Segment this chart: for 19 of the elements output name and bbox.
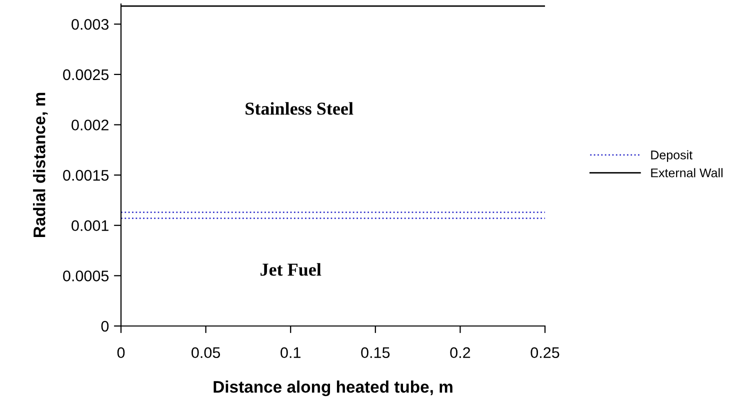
x-tick-label: 0.25 <box>530 347 560 358</box>
x-tick-label: 0.15 <box>361 347 390 358</box>
y-tick-label: 0.0025 <box>63 69 109 80</box>
y-tick-label: 0.001 <box>72 220 108 232</box>
annotation: Stainless Steel <box>246 102 354 115</box>
legend-label: External Wall <box>651 168 722 178</box>
y-tick-label: 0.0015 <box>63 170 109 181</box>
x-tick-label: 0.05 <box>192 347 220 358</box>
x-tick-label: 0.1 <box>280 347 300 358</box>
x-axis-title: Distance along heated tube, m <box>214 380 452 396</box>
y-tick-label: 0.003 <box>72 18 109 30</box>
legend-label: Deposit <box>651 150 692 162</box>
y-axis-title: Radial distance, m <box>33 92 48 238</box>
x-tick-label: 0 <box>117 347 125 358</box>
y-tick-label: 0 <box>101 320 109 332</box>
y-tick-label: 0.0005 <box>63 270 109 282</box>
annotation: Jet Fuel <box>260 263 322 276</box>
x-tick-label: 0.2 <box>450 347 470 358</box>
y-tick-label: 0.002 <box>72 120 108 130</box>
